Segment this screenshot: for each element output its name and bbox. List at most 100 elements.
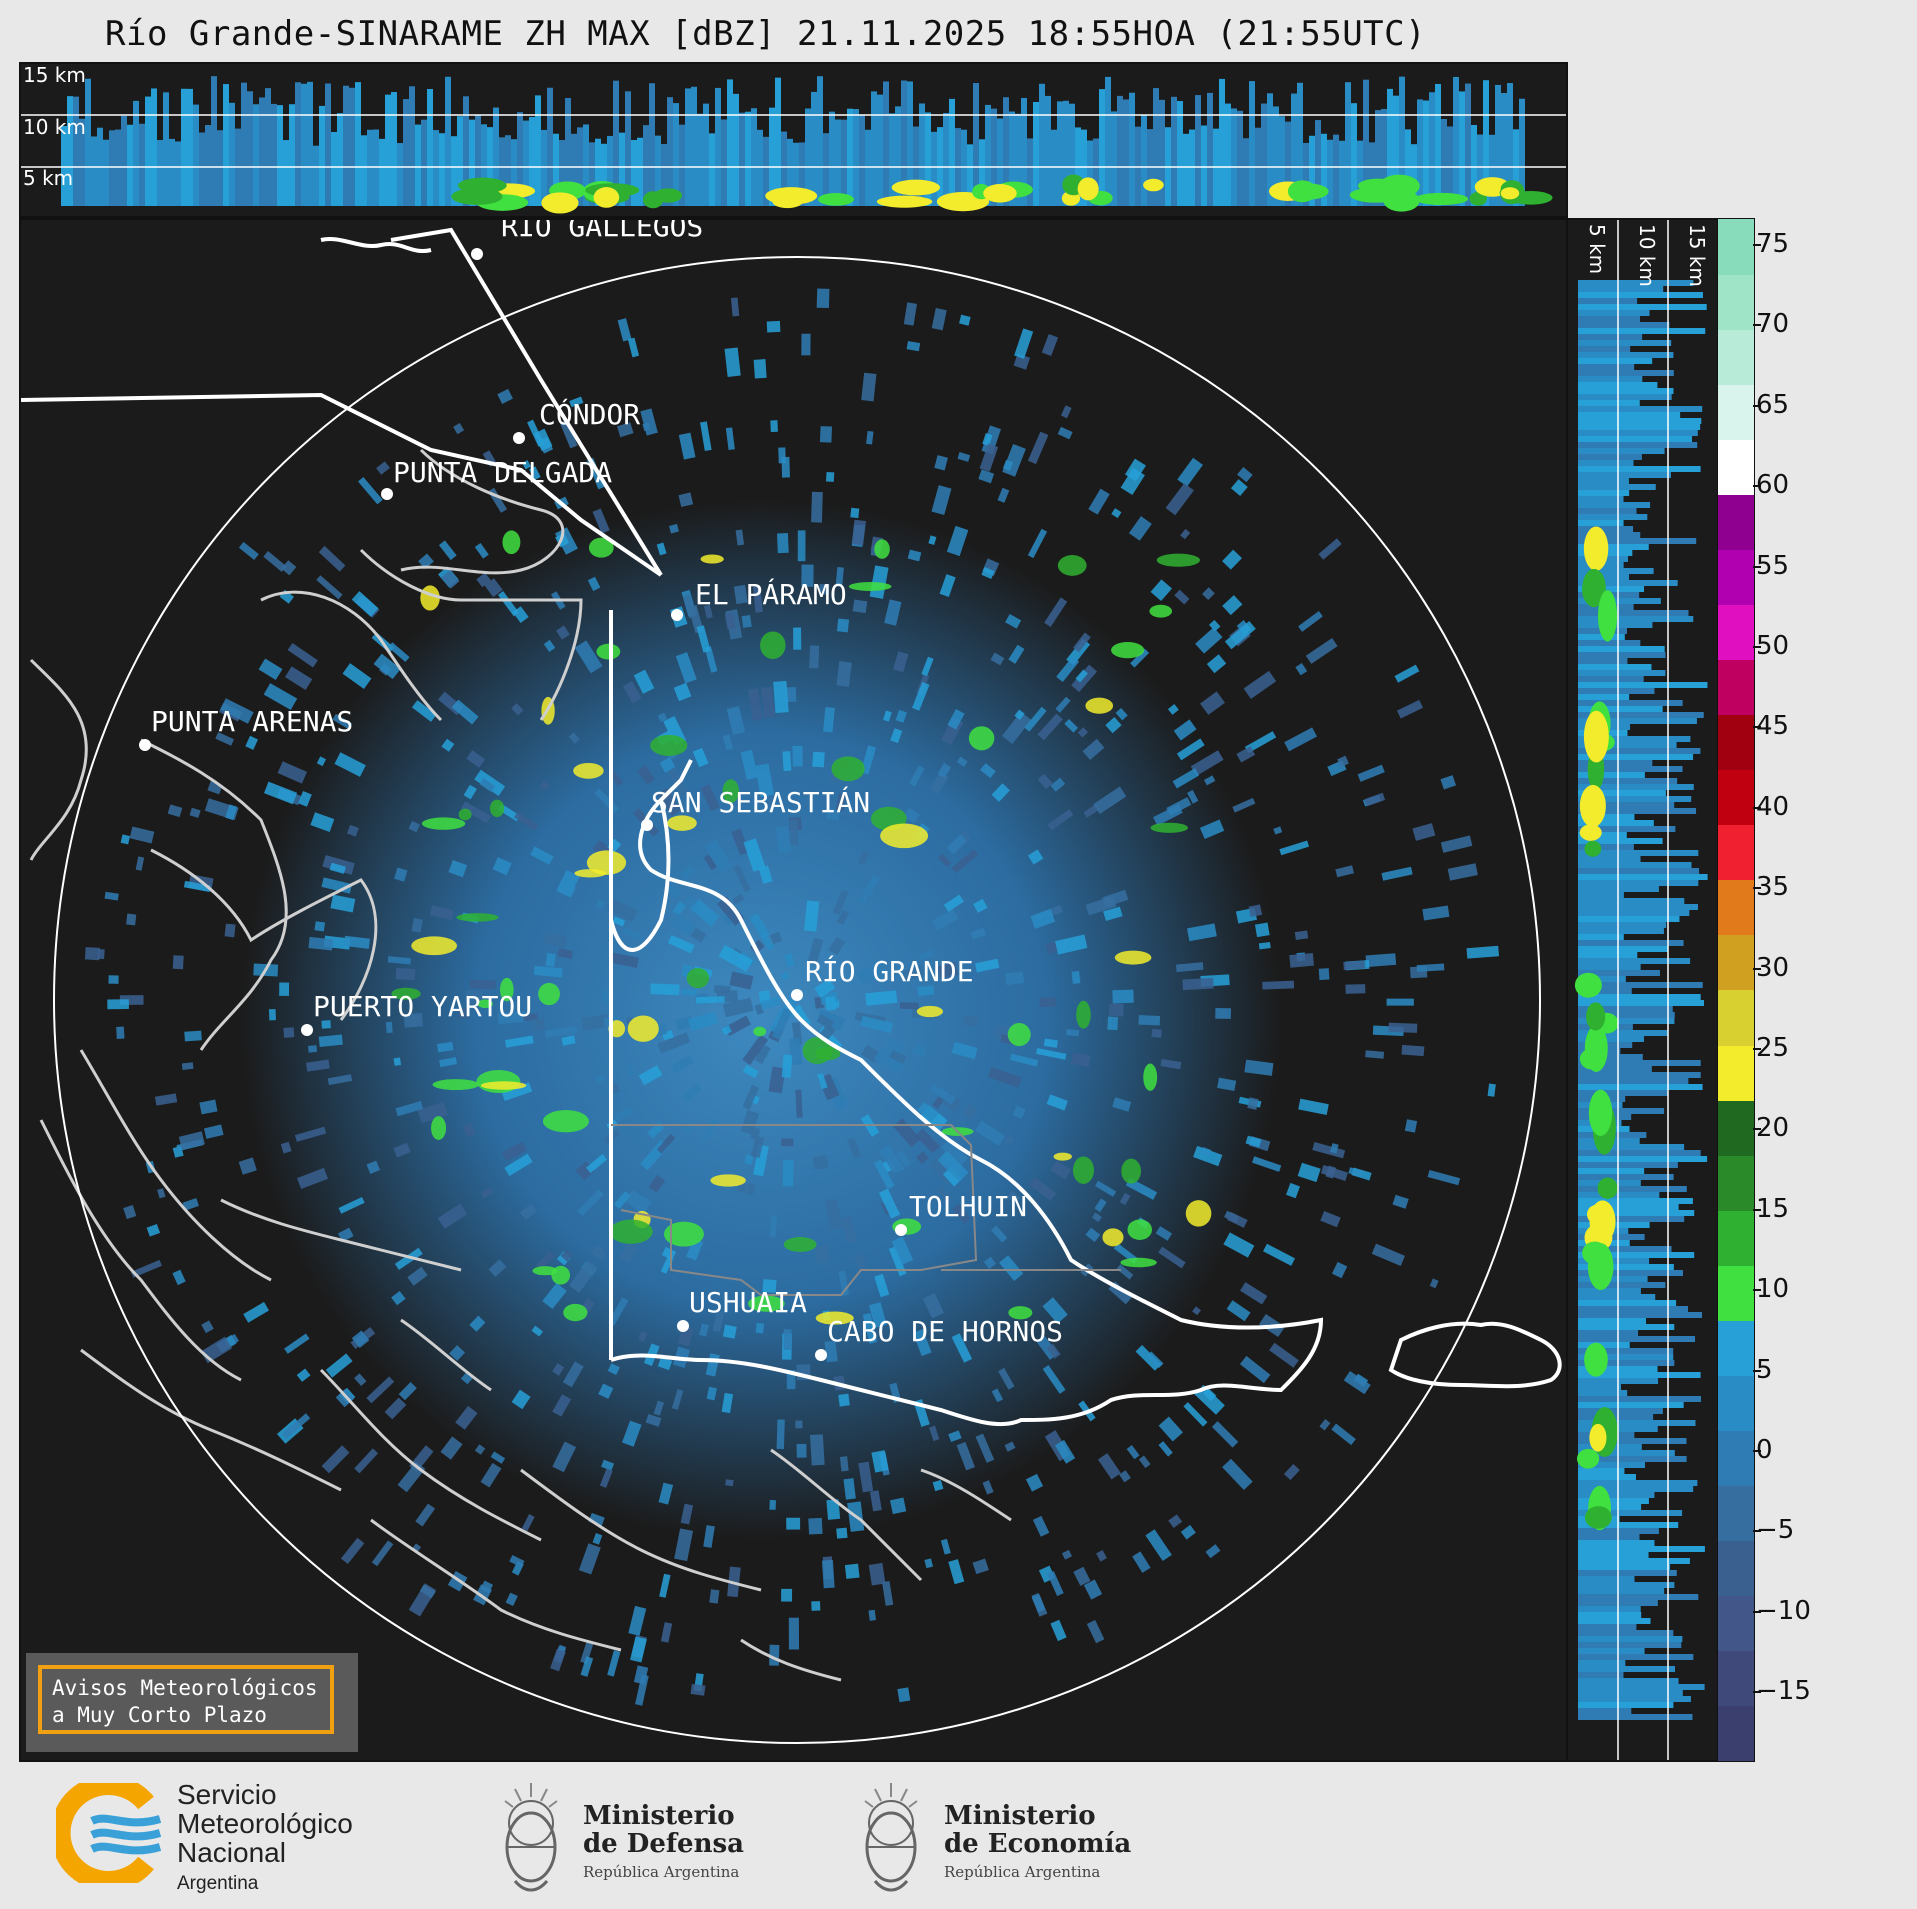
colorbar-tick-mark — [1753, 565, 1761, 568]
side-echo-layer — [1574, 280, 1708, 1720]
city-marker — [381, 488, 393, 500]
warning-link[interactable]: Avisos Meteorológicos a Muy Corto Plazo — [38, 1665, 334, 1734]
colorbar-tick-label: 65 — [1756, 389, 1790, 420]
colorbar-tick-mark — [1753, 1128, 1761, 1131]
colorbar-tick-mark — [1753, 324, 1761, 327]
colorbar-band — [1718, 384, 1754, 440]
smn-line-3: Nacional — [177, 1837, 286, 1868]
top-label-10km: 10 km — [23, 115, 86, 139]
colorbar-tick-mark — [1753, 1208, 1761, 1211]
city-label: TOLHUIN — [909, 1190, 1027, 1223]
map-title: Río Grande-SINARAME ZH MAX [dBZ] 21.11.2… — [105, 14, 1427, 54]
smn-logo-icon — [56, 1783, 166, 1883]
city-label: EL PÁRAMO — [695, 577, 847, 611]
colorbar-tick-label: 45 — [1756, 711, 1790, 742]
colorbar-band — [1718, 1210, 1754, 1266]
side-cross-section: 5 km 10 km 15 km — [1574, 220, 1709, 1760]
city-marker — [791, 989, 803, 1001]
smn-logo-text: Servicio Meteorológico Nacional Argentin… — [177, 1780, 353, 1898]
smn-sub: Argentina — [177, 1873, 259, 1894]
colorbar-tick-label: 25 — [1756, 1033, 1790, 1063]
colorbar-tick-label: 60 — [1756, 470, 1790, 501]
defensa-logo-text: Ministerio de Defensa República Argentin… — [583, 1802, 744, 1886]
smn-line-1: Servicio — [177, 1779, 277, 1810]
defensa-line-1: Ministerio — [583, 1801, 735, 1831]
colorbar-band — [1718, 1100, 1754, 1156]
colorbar-band — [1718, 219, 1754, 275]
top-echo-layer — [61, 76, 1553, 214]
city-label: RÍO GRANDE — [805, 954, 974, 988]
city-label: PUNTA DELGADA — [393, 456, 612, 489]
colorbar-tick-label: 40 — [1756, 791, 1790, 822]
colorbar-band — [1718, 494, 1754, 550]
colorbar-tick-label: 20 — [1756, 1113, 1790, 1144]
city-marker — [815, 1349, 827, 1361]
city-marker — [301, 1024, 313, 1036]
colorbar-band — [1718, 879, 1754, 936]
defensa-sub: República Argentina — [583, 1863, 740, 1881]
colorbar-band — [1718, 769, 1754, 826]
colorbar-tick-mark — [1753, 1289, 1761, 1292]
colorbar-tick-label: 35 — [1756, 872, 1790, 903]
colorbar-tick-label: 50 — [1756, 631, 1790, 661]
city-marker — [139, 739, 151, 751]
economia-logo-text: Ministerio de Economía República Argenti… — [944, 1802, 1131, 1886]
colorbar-band — [1718, 1045, 1754, 1101]
colorbar-tick-label: 10 — [1756, 1274, 1790, 1305]
colorbar-band — [1718, 659, 1754, 716]
strait-coast-layer — [359, 448, 583, 721]
warning-box[interactable]: Avisos Meteorológicos a Muy Corto Plazo — [26, 1653, 358, 1752]
city-marker — [513, 432, 525, 444]
smn-line-2: Meteorológico — [177, 1808, 353, 1839]
city-label: PUERTO YARTOU — [313, 990, 532, 1023]
city-label: RÍO GALLEGOS — [501, 220, 703, 243]
colorbar-band — [1718, 714, 1754, 771]
colorbar-tick-mark — [1753, 646, 1761, 648]
range-ring — [53, 256, 1541, 1744]
radar-map[interactable]: RÍO GALLEGOS CÓNDOR PUNTA DELGADA EL PÁRAMO… — [21, 220, 1566, 1760]
colorbar-tick-mark — [1753, 485, 1761, 488]
colorbar-tick-mark — [1753, 1610, 1761, 1613]
radar-map-panel[interactable]: RÍO GALLEGOS CÓNDOR PUNTA DELGADA EL PÁRAMO… — [19, 218, 1568, 1762]
tierra-del-fuego-coast — [609, 610, 1562, 1427]
colorbar-tick-label: 75 — [1756, 229, 1790, 259]
top-label-5km: 5 km — [23, 166, 73, 190]
top-cross-section: 15 km 10 km 5 km — [21, 64, 1566, 214]
colorbar-tick-label: 5 — [1756, 1354, 1773, 1385]
economia-line-2: de Economía — [944, 1829, 1132, 1859]
side-label-15km: 15 km — [1685, 224, 1709, 287]
colorbar-tick-mark — [1753, 967, 1761, 970]
economia-line-1: Ministerio — [944, 1801, 1096, 1831]
colorbar-tick-mark — [1753, 726, 1761, 729]
colorbar-tick-mark — [1753, 1450, 1761, 1452]
admin-boundary-layer — [611, 1124, 1121, 1296]
colorbar-tick-label: 30 — [1756, 952, 1790, 983]
city-label: PUNTA ARENAS — [151, 705, 353, 738]
city-label: CÓNDOR — [539, 397, 640, 431]
city-marker — [471, 248, 483, 260]
colorbar-band — [1718, 934, 1754, 991]
colorbar-tick-mark — [1753, 404, 1761, 407]
defensa-seal-icon — [495, 1775, 567, 1897]
colorbar-tick-label: 0 — [1756, 1435, 1773, 1465]
colorbar-tick-label: −5 — [1756, 1515, 1795, 1546]
colorbar-band — [1718, 824, 1754, 881]
colorbar-band — [1718, 1155, 1754, 1211]
colorbar-tick-label: 15 — [1756, 1193, 1790, 1224]
side-cross-section-panel: 5 km 10 km 15 km — [1566, 218, 1719, 1762]
colorbar-band — [1718, 549, 1754, 605]
city-layer: RÍO GALLEGOS CÓNDOR PUNTA DELGADA EL PÁRAMO… — [139, 220, 1063, 1361]
warning-line-1: Avisos Meteorológicos — [52, 1676, 318, 1700]
colorbar-band — [1718, 1265, 1754, 1321]
defensa-line-2: de Defensa — [583, 1829, 744, 1859]
city-label: SAN SEBASTIÁN — [651, 785, 870, 819]
city-label: CABO DE HORNOS — [827, 1315, 1063, 1348]
colorbar-tick-label: 70 — [1756, 309, 1790, 340]
colorbar-tick-label: −15 — [1756, 1676, 1811, 1707]
side-label-10km: 10 km — [1635, 224, 1659, 287]
reflectivity-echo-layer — [84, 288, 1500, 1706]
colorbar-tick-mark — [1753, 1369, 1761, 1372]
colorbar-band — [1718, 329, 1754, 385]
colorbar-band — [1718, 274, 1754, 330]
colorbar-tick-mark — [1753, 1691, 1761, 1694]
